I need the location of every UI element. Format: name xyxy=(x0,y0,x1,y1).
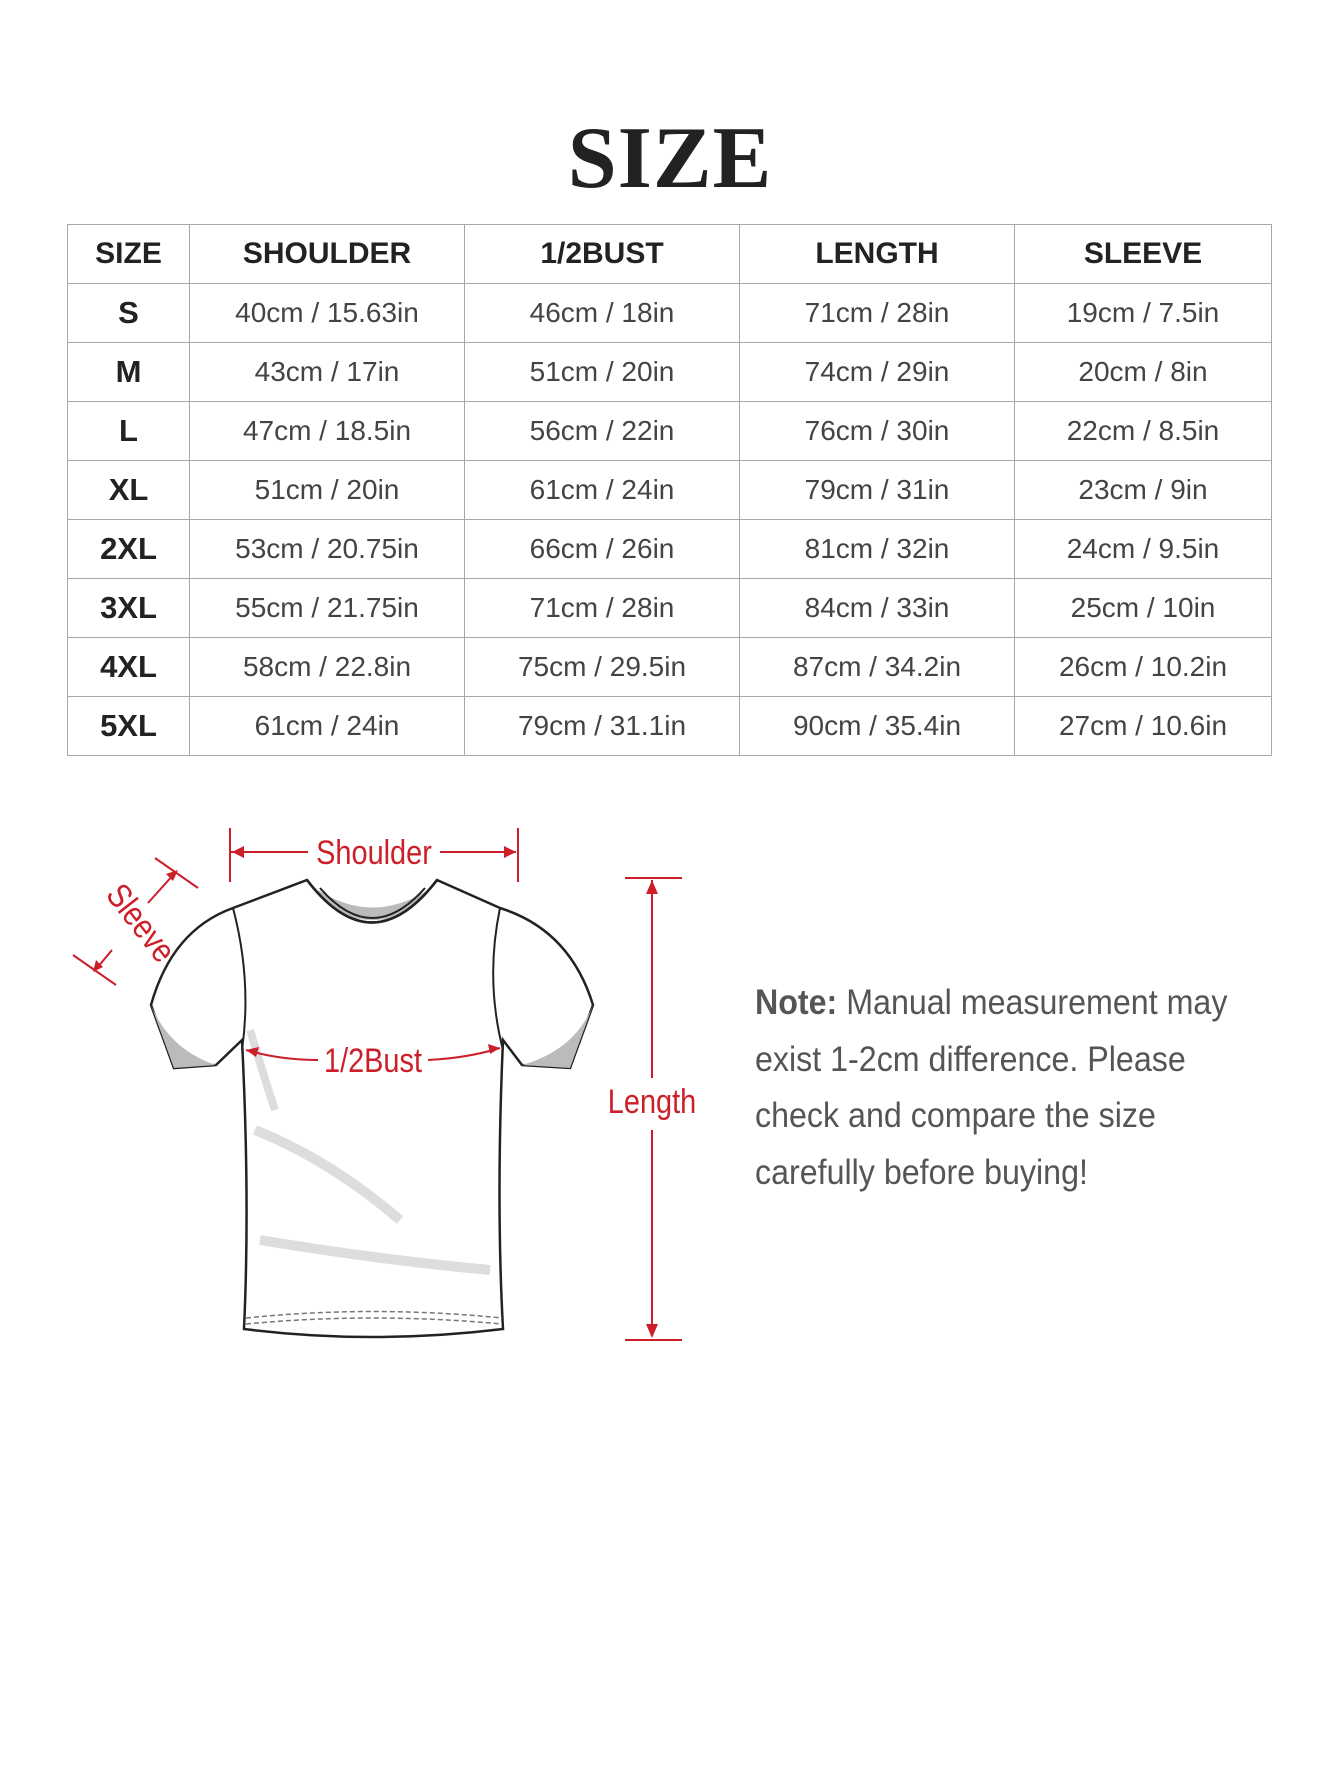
measurement-cell: 71cm / 28in xyxy=(739,283,1015,343)
sleeve-label: Sleeve xyxy=(99,876,184,970)
measurement-cell: 61cm / 24in xyxy=(464,460,740,520)
measurement-cell: 26cm / 10.2in xyxy=(1014,637,1272,697)
size-chart-table: SIZE SHOULDER 1/2BUST LENGTH SLEEVE S 40cm / … xyxy=(67,224,1272,756)
measurement-cell: 40cm / 15.63in xyxy=(189,283,465,343)
measurement-cell: 61cm / 24in xyxy=(189,696,465,756)
size-cell: XL xyxy=(67,460,190,520)
measurement-cell: 66cm / 26in xyxy=(464,519,740,579)
measurement-cell: 46cm / 18in xyxy=(464,283,740,343)
measurement-cell: 71cm / 28in xyxy=(464,578,740,638)
bust-label: 1/2Bust xyxy=(324,1041,422,1080)
table-row: S 40cm / 15.63in 46cm / 18in 71cm / 28in 19c… xyxy=(67,283,1272,343)
measurement-cell: 87cm / 34.2in xyxy=(739,637,1015,697)
measurement-cell: 58cm / 22.8in xyxy=(189,637,465,697)
size-cell: 2XL xyxy=(67,519,190,579)
size-cell: L xyxy=(67,401,190,461)
table-row: 3XL 55cm / 21.75in 71cm / 28in 84cm / 33in 2… xyxy=(67,578,1272,638)
measurement-cell: 24cm / 9.5in xyxy=(1014,519,1272,579)
table-row: 4XL 58cm / 22.8in 75cm / 29.5in 87cm / 34.2… xyxy=(67,637,1272,697)
sleeve-measure-line xyxy=(147,873,175,904)
measurement-cell: 47cm / 18.5in xyxy=(189,401,465,461)
measurement-cell: 76cm / 30in xyxy=(739,401,1015,461)
note-label: Note: xyxy=(755,983,838,1022)
measurement-cell: 43cm / 17in xyxy=(189,342,465,402)
column-header-size: SIZE xyxy=(67,224,190,284)
size-cell: 4XL xyxy=(67,637,190,697)
t-shirt-measurement-diagram: Shoulder Length 1/2Bust Sleeve xyxy=(72,828,696,1341)
column-header-sleeve: SLEEVE xyxy=(1014,224,1272,284)
table-row: XL 51cm / 20in 61cm / 24in 79cm / 31in 23cm … xyxy=(67,460,1272,520)
measurement-cell: 79cm / 31.1in xyxy=(464,696,740,756)
measurement-cell: 90cm / 35.4in xyxy=(739,696,1015,756)
measurement-cell: 20cm / 8in xyxy=(1014,342,1272,402)
table-row: 5XL 61cm / 24in 79cm / 31.1in 90cm / 35.4in… xyxy=(67,696,1272,756)
measurement-cell: 19cm / 7.5in xyxy=(1014,283,1272,343)
shoulder-label: Shoulder xyxy=(316,833,432,872)
column-header-shoulder: SHOULDER xyxy=(189,224,465,284)
measurement-cell: 79cm / 31in xyxy=(739,460,1015,520)
measurement-note: Note: Manual measurement may exist 1-2cm… xyxy=(755,975,1252,1201)
measurement-cell: 75cm / 29.5in xyxy=(464,637,740,697)
measurement-cell: 27cm / 10.6in xyxy=(1014,696,1272,756)
note-text: Manual measurement may exist 1-2cm diffe… xyxy=(755,983,1228,1192)
table-header-row: SIZE SHOULDER 1/2BUST LENGTH SLEEVE xyxy=(67,224,1272,284)
measurement-cell: 56cm / 22in xyxy=(464,401,740,461)
measurement-cell: 81cm / 32in xyxy=(739,519,1015,579)
measurement-cell: 84cm / 33in xyxy=(739,578,1015,638)
size-cell: M xyxy=(67,342,190,402)
table-row: M 43cm / 17in 51cm / 20in 74cm / 29in 20cm /… xyxy=(67,342,1272,402)
size-cell: 5XL xyxy=(67,696,190,756)
table-row: 2XL 53cm / 20.75in 66cm / 26in 81cm / 32in 2… xyxy=(67,519,1272,579)
column-header-length: LENGTH xyxy=(739,224,1015,284)
size-cell: S xyxy=(67,283,190,343)
measurement-cell: 74cm / 29in xyxy=(739,342,1015,402)
t-shirt-outline-icon xyxy=(149,878,595,1339)
measurement-cell: 25cm / 10in xyxy=(1014,578,1272,638)
measurement-cell: 51cm / 20in xyxy=(189,460,465,520)
measurement-cell: 23cm / 9in xyxy=(1014,460,1272,520)
column-header-1-2bust: 1/2BUST xyxy=(464,224,740,284)
page-title: SIZE xyxy=(567,110,773,207)
measurement-cell: 51cm / 20in xyxy=(464,342,740,402)
size-cell: 3XL xyxy=(67,578,190,638)
measurement-cell: 53cm / 20.75in xyxy=(189,519,465,579)
table-row: L 47cm / 18.5in 56cm / 22in 76cm / 30in 22cm… xyxy=(67,401,1272,461)
length-label: Length xyxy=(608,1082,696,1121)
measurement-cell: 22cm / 8.5in xyxy=(1014,401,1272,461)
measurement-cell: 55cm / 21.75in xyxy=(189,578,465,638)
